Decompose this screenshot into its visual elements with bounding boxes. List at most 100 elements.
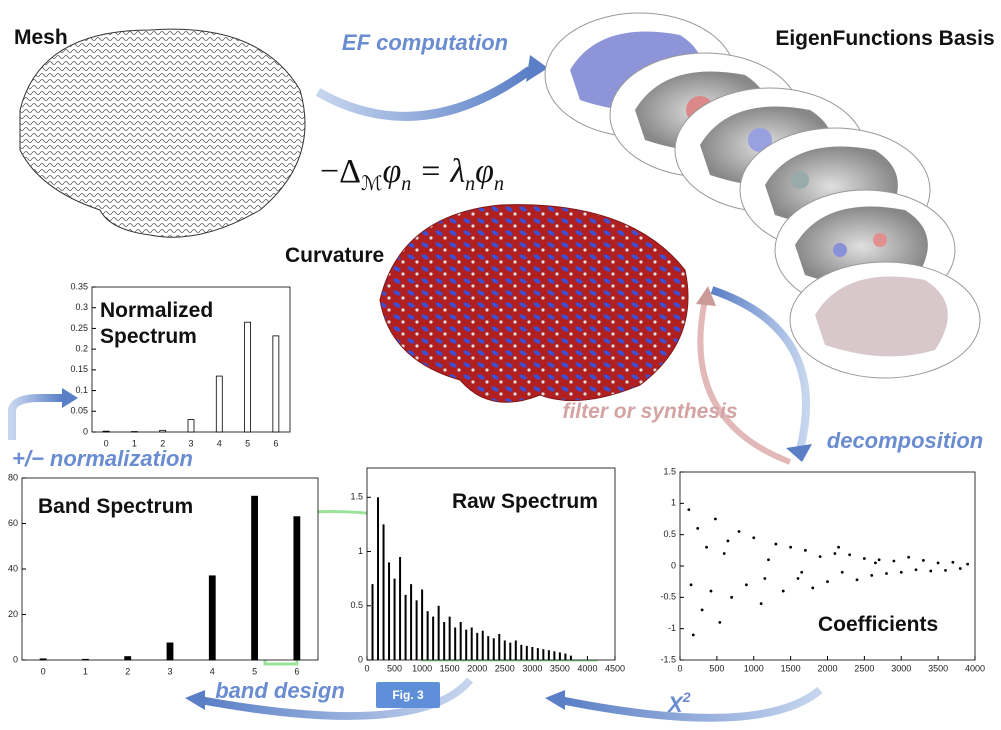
x-tick-label: 6 [273, 438, 278, 448]
point [745, 583, 748, 586]
point [760, 602, 763, 605]
x-tick-label: 2000 [467, 663, 487, 673]
y-tick-label: 0.25 [70, 323, 88, 333]
point [885, 572, 888, 575]
basis-label: EigenFunctions Basis [775, 27, 994, 50]
point [782, 590, 785, 593]
point [727, 540, 730, 543]
point [915, 568, 918, 571]
x-tick-label: 1000 [412, 663, 432, 673]
y-tick-label: 1 [671, 498, 676, 508]
x-tick-label: 5 [245, 438, 250, 448]
x-tick-label: 3000 [891, 663, 911, 673]
mesh-image [20, 29, 305, 237]
x-tick-label: 0 [364, 663, 369, 673]
curvature-label: Curvature [285, 244, 384, 267]
x-tick-label: 5 [252, 666, 257, 676]
arrow [318, 70, 530, 116]
figure: Mesh EF computation EigenFunctions Basis… [0, 0, 1001, 730]
point [959, 567, 962, 570]
point [874, 561, 877, 564]
point [687, 508, 690, 511]
point [800, 571, 803, 574]
point [690, 583, 693, 586]
chart-title: Normalized Spectrum [100, 298, 250, 350]
bar [103, 431, 109, 432]
point [714, 518, 717, 521]
point [811, 587, 814, 590]
x-tick-label: 1 [132, 438, 137, 448]
x-tick-label: 2500 [854, 663, 874, 673]
point [907, 556, 910, 559]
x-tick-label: 0 [677, 663, 682, 673]
point [892, 560, 895, 563]
bar [167, 643, 173, 660]
x-tick-label: 4500 [605, 663, 625, 673]
fig-label: Fig. 3 [392, 688, 424, 702]
x-tick-label: 3500 [550, 663, 570, 673]
point [701, 608, 704, 611]
y-tick-label: 20 [8, 609, 18, 619]
bar [216, 376, 222, 432]
point [819, 555, 822, 558]
point [966, 563, 969, 566]
band-design-label: band design [215, 678, 345, 703]
y-tick-label: 0 [13, 654, 18, 664]
point [848, 553, 851, 556]
point [937, 561, 940, 564]
point [944, 569, 947, 572]
eq-part: n [465, 173, 475, 195]
ef-label: EF computation [342, 30, 508, 55]
point [826, 580, 829, 583]
point [878, 558, 881, 561]
y-tick-label: 60 [8, 518, 18, 528]
point [710, 590, 713, 593]
bar [273, 336, 279, 432]
point [723, 552, 726, 555]
y-tick-label: 0.15 [70, 364, 88, 374]
x-tick-label: 1500 [781, 663, 801, 673]
point [863, 557, 866, 560]
x-tick-label: 2500 [495, 663, 515, 673]
point [767, 558, 770, 561]
y-tick-label: -0.5 [660, 592, 676, 602]
point [922, 559, 925, 562]
y-tick-label: -1.5 [660, 654, 676, 664]
eq-part: φ [475, 153, 494, 190]
point [789, 546, 792, 549]
chi-sup: 2 [682, 689, 691, 705]
point [797, 577, 800, 580]
chi-text: X [666, 692, 684, 717]
point [730, 596, 733, 599]
x-tick-label: 4 [210, 666, 215, 676]
arrowhead [185, 690, 205, 710]
x-tick-label: 4 [217, 438, 222, 448]
eq-part: n [401, 173, 411, 195]
y-tick-label: 0 [83, 426, 88, 436]
point [929, 570, 932, 573]
bar [188, 420, 194, 432]
mesh-label: Mesh [14, 26, 68, 49]
y-tick-label: 80 [8, 472, 18, 482]
bar [160, 430, 166, 432]
bar [40, 659, 46, 660]
eq-part: φ [382, 153, 401, 190]
x-tick-label: 3 [167, 666, 172, 676]
x-tick-label: 0 [104, 438, 109, 448]
point [718, 621, 721, 624]
eq-part: λ [449, 153, 465, 190]
bar [125, 657, 131, 660]
chart-title: Band Spectrum [38, 494, 258, 520]
x-tick-label: 4000 [965, 663, 985, 673]
point [752, 536, 755, 539]
x-tick-label: 3500 [928, 663, 948, 673]
y-tick-label: 0 [671, 560, 676, 570]
bar [82, 659, 88, 660]
point [692, 634, 695, 637]
point [774, 543, 777, 546]
point [900, 571, 903, 574]
y-tick-label: 0.5 [663, 529, 676, 539]
point [833, 552, 836, 555]
x-tick-label: 4000 [577, 663, 597, 673]
